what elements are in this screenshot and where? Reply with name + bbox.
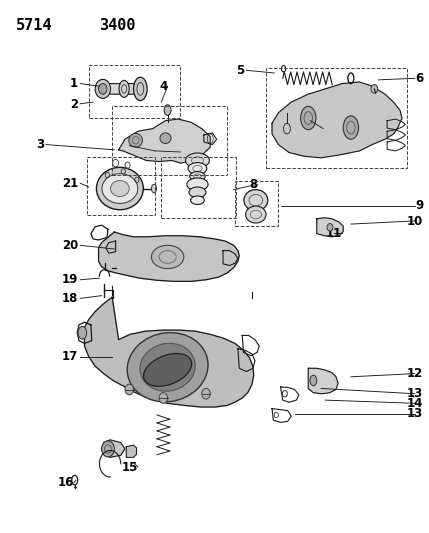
Ellipse shape — [119, 80, 129, 98]
Ellipse shape — [327, 223, 333, 231]
Text: 5714: 5714 — [16, 18, 53, 34]
Ellipse shape — [187, 178, 208, 191]
Ellipse shape — [78, 326, 87, 339]
Bar — [235, 181, 278, 226]
Text: 3: 3 — [36, 138, 44, 151]
Ellipse shape — [151, 245, 184, 269]
Text: 21: 21 — [62, 177, 78, 190]
Text: 15: 15 — [121, 462, 138, 474]
Text: 2: 2 — [70, 98, 78, 111]
Text: 10: 10 — [407, 215, 423, 228]
Ellipse shape — [188, 163, 207, 174]
Text: 18: 18 — [62, 292, 78, 305]
Ellipse shape — [95, 79, 111, 99]
Ellipse shape — [129, 133, 142, 147]
Text: 7: 7 — [300, 114, 308, 127]
Polygon shape — [85, 297, 254, 407]
Ellipse shape — [202, 389, 210, 399]
Text: 16: 16 — [57, 477, 74, 489]
Bar — [89, 65, 181, 118]
Bar — [266, 68, 407, 168]
Ellipse shape — [244, 190, 268, 211]
Ellipse shape — [301, 107, 316, 130]
Polygon shape — [272, 82, 402, 158]
Bar — [87, 157, 155, 215]
Text: 9: 9 — [415, 199, 423, 212]
Text: 6: 6 — [415, 72, 423, 85]
Ellipse shape — [133, 77, 147, 101]
Text: 1: 1 — [70, 77, 78, 90]
Polygon shape — [118, 119, 210, 163]
Ellipse shape — [97, 167, 143, 210]
Ellipse shape — [111, 181, 129, 197]
Ellipse shape — [190, 196, 204, 205]
Ellipse shape — [159, 393, 168, 403]
Ellipse shape — [151, 184, 157, 193]
Text: 8: 8 — [249, 178, 257, 191]
Text: 13: 13 — [407, 387, 423, 400]
Polygon shape — [317, 217, 343, 237]
Text: 4: 4 — [159, 80, 168, 93]
Text: 11: 11 — [326, 227, 342, 240]
Text: 12: 12 — [407, 367, 423, 380]
Ellipse shape — [343, 116, 359, 139]
Ellipse shape — [371, 85, 378, 93]
Ellipse shape — [246, 206, 266, 223]
Polygon shape — [104, 440, 125, 457]
Ellipse shape — [310, 375, 317, 386]
Bar — [161, 157, 236, 217]
Text: 19: 19 — [62, 273, 78, 286]
Ellipse shape — [144, 353, 192, 386]
Ellipse shape — [189, 187, 206, 198]
Ellipse shape — [102, 174, 138, 204]
Text: 17: 17 — [62, 350, 78, 363]
Ellipse shape — [160, 133, 171, 143]
Polygon shape — [103, 84, 141, 94]
Polygon shape — [126, 445, 136, 457]
Polygon shape — [308, 368, 338, 394]
Bar — [112, 106, 227, 175]
Ellipse shape — [140, 343, 195, 391]
Text: 3400: 3400 — [100, 18, 136, 34]
Ellipse shape — [102, 441, 115, 457]
Text: 13: 13 — [407, 407, 423, 421]
Ellipse shape — [127, 333, 208, 402]
Ellipse shape — [99, 84, 107, 94]
Text: 5: 5 — [236, 64, 245, 77]
Ellipse shape — [185, 153, 209, 168]
Text: 20: 20 — [62, 239, 78, 252]
Text: 14: 14 — [407, 397, 423, 410]
Ellipse shape — [125, 384, 133, 395]
Ellipse shape — [164, 105, 171, 115]
Ellipse shape — [190, 172, 205, 181]
Polygon shape — [99, 232, 239, 281]
